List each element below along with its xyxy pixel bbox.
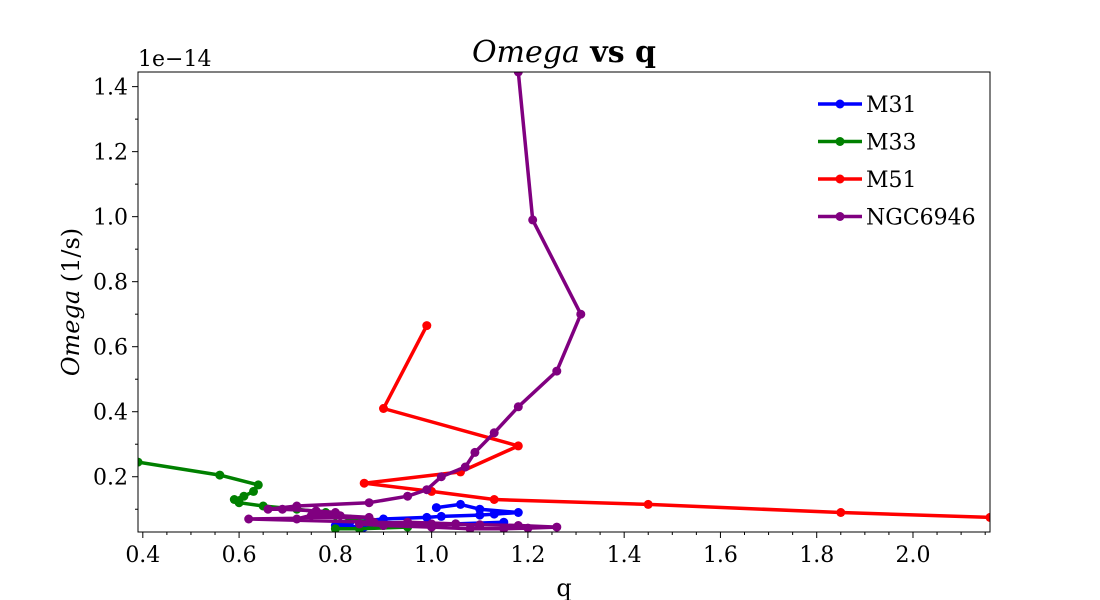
data-point-ngc6946: [292, 501, 302, 511]
y-tick-label: 1.4: [93, 76, 128, 101]
data-point-ngc6946: [403, 517, 413, 527]
data-point-ngc6946: [451, 519, 461, 529]
y-axis: 0.2 0.4 0.6 0.8 1.0 1.2 1.4: [93, 76, 138, 510]
y-axis-label: Omega (1/s): [57, 228, 85, 376]
series-line-ngc6946: [246, 72, 583, 531]
y-axis-label-unit: (1/s): [57, 228, 85, 290]
data-point-ngc6946: [369, 517, 379, 527]
data-point-ngc6946: [436, 472, 446, 482]
data-point-ngc6946: [364, 498, 374, 508]
data-point-m33: [253, 480, 263, 490]
data-point-ngc6946: [475, 521, 485, 530]
legend-marker-ngc6946: [835, 212, 845, 221]
series-line-m51: [362, 324, 990, 520]
legend-marker-m33: [835, 137, 845, 146]
data-point-ngc6946: [489, 428, 499, 438]
data-point-m51: [422, 321, 432, 331]
data-point-ngc6946: [379, 521, 388, 530]
data-point-ngc6946: [277, 504, 287, 514]
data-point-m33: [239, 491, 249, 501]
x-tick-label: 1.4: [607, 543, 642, 568]
y-tick-label: 1.0: [93, 206, 128, 231]
legend-label-ngc6946: NGC6946: [866, 206, 976, 231]
data-point-ngc6946: [244, 514, 254, 524]
legend-label-m31: M31: [866, 93, 917, 118]
x-tick-label: 0.4: [125, 543, 160, 568]
data-point-m31: [456, 499, 465, 509]
data-point-m51: [513, 441, 523, 451]
data-point-ngc6946: [422, 485, 432, 495]
data-point-m31: [436, 511, 446, 521]
legend-label-m51: M51: [866, 168, 917, 193]
chart-title: Omega vs q: [472, 35, 656, 70]
data-point-ngc6946: [263, 504, 273, 514]
chart-title-bold: vs q: [580, 35, 656, 70]
y-tick-label: 0.8: [93, 271, 128, 296]
plot-frame: [137, 71, 991, 533]
data-point-m33: [249, 486, 258, 496]
x-tick-label: 1.2: [510, 543, 545, 568]
data-point-ngc6946: [552, 366, 562, 376]
data-point-m51: [359, 478, 369, 488]
x-tick-label: 1.6: [703, 543, 738, 568]
data-point-ngc6946: [499, 524, 509, 532]
x-axis: 0.4 0.6 0.8 1.0 1.2 1.4 1.6 1.8 2.0: [125, 532, 986, 568]
x-tick-label: 2.0: [895, 543, 930, 568]
data-point-m33: [215, 470, 225, 480]
y-offset-label: 1e−14: [138, 47, 211, 72]
data-point-ngc6946: [513, 521, 523, 530]
y-axis-label-italic: Omega: [57, 290, 85, 376]
data-point-ngc6946: [576, 309, 586, 319]
y-tick-label: 1.2: [93, 141, 128, 166]
legend-marker-m51: [835, 174, 845, 184]
data-point-m31: [489, 509, 499, 519]
x-tick-label: 1.0: [414, 543, 449, 568]
legend-marker-m31: [835, 99, 845, 109]
y-tick-label: 0.2: [93, 466, 128, 491]
data-point-m31: [475, 510, 485, 520]
data-point-ngc6946: [460, 462, 470, 472]
data-point-ngc6946: [513, 402, 523, 412]
series-layer: [138, 72, 990, 532]
data-point-ngc6946: [292, 514, 302, 524]
data-point-ngc6946: [513, 72, 523, 77]
y-tick-label: 0.4: [93, 401, 128, 426]
data-point-ngc6946: [403, 491, 413, 501]
x-tick-label: 1.8: [799, 543, 834, 568]
data-point-m51: [836, 508, 846, 517]
data-point-ngc6946: [427, 522, 437, 532]
data-point-ngc6946: [470, 447, 480, 457]
data-point-m31: [431, 503, 441, 513]
data-point-ngc6946: [552, 522, 562, 532]
data-point-ngc6946: [311, 509, 321, 519]
data-point-m51: [643, 499, 653, 509]
data-point-m33: [138, 457, 143, 467]
x-tick-label: 0.8: [318, 543, 353, 568]
legend-label-m33: M33: [866, 131, 917, 156]
x-axis-label: q: [556, 574, 571, 600]
data-point-ngc6946: [528, 215, 538, 225]
data-point-m51: [489, 495, 499, 504]
data-point-m33: [234, 498, 244, 508]
y-tick-label: 0.6: [93, 336, 128, 361]
data-point-m31: [513, 508, 523, 517]
data-point-m33: [330, 524, 340, 532]
data-point-m51: [985, 512, 990, 522]
legend: M31 M33 M51 NGC6946: [818, 93, 976, 231]
data-point-ngc6946: [335, 511, 345, 521]
chart-title-italic: Omega: [472, 35, 580, 70]
data-point-ngc6946: [465, 524, 475, 532]
x-tick-label: 0.6: [222, 543, 257, 568]
data-point-m31: [422, 512, 432, 522]
data-point-ngc6946: [354, 519, 364, 529]
data-point-ngc6946: [523, 523, 533, 532]
data-point-m51: [379, 404, 388, 413]
